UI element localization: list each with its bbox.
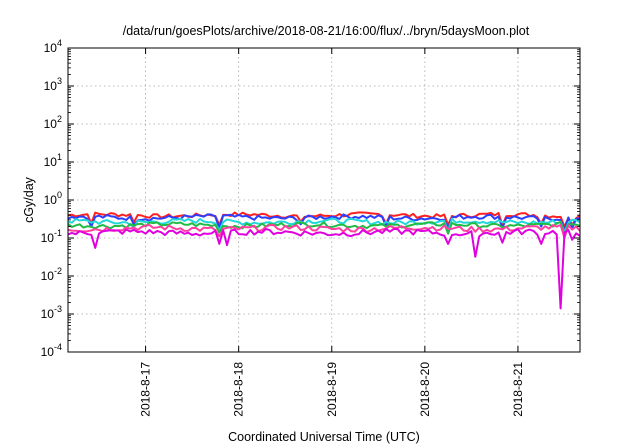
- y-tick-label: 104: [44, 38, 62, 55]
- x-tick-label: 2018-8-21: [511, 362, 525, 417]
- series-line-4: [67, 224, 581, 239]
- y-tick-label: 100: [44, 190, 62, 207]
- y-tick-label: 101: [44, 152, 62, 169]
- x-tick-label: 2018-8-19: [325, 362, 339, 417]
- series-line-0: [67, 211, 581, 228]
- x-axis-label: Coordinated Universal Time (UTC): [228, 430, 420, 444]
- series-line-3: [67, 221, 581, 236]
- y-tick-label: 10-2: [41, 266, 62, 283]
- y-tick-label: 10-1: [41, 228, 62, 245]
- series-line-2: [67, 217, 581, 234]
- y-tick-label: 103: [44, 76, 62, 93]
- y-tick-label: 102: [44, 114, 62, 131]
- grid-lines: [68, 48, 580, 352]
- x-tick-label: 2018-8-20: [418, 362, 432, 417]
- series-line-5: [67, 227, 581, 310]
- axis-ticks: 104 103 102 101 100 10-1 10-2 10-3 10-4 2018-8-17…: [41, 38, 580, 417]
- x-tick-label: 2018-8-17: [139, 362, 153, 417]
- x-tick-label: 2018-8-18: [232, 362, 246, 417]
- series-group: [67, 211, 581, 310]
- y-axis-label: cGy/day: [22, 176, 36, 223]
- y-tick-label: 10-3: [41, 304, 62, 321]
- series-line-1: [67, 213, 581, 232]
- chart-title: /data/run/goesPlots/archive/2018-08-21/1…: [123, 24, 530, 38]
- y-tick-label: 10-4: [41, 342, 62, 359]
